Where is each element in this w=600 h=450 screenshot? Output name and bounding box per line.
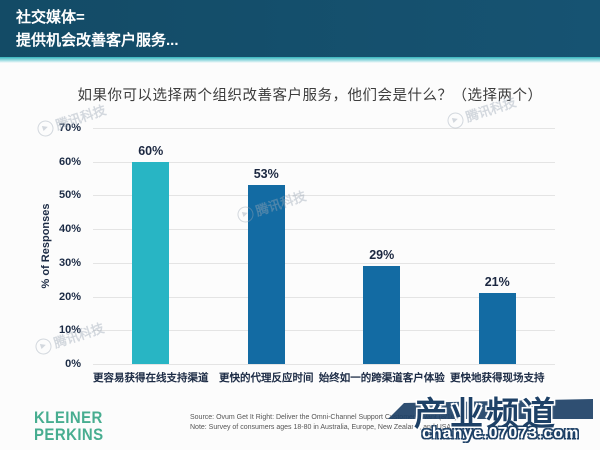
y-tick-label: 50% — [58, 189, 81, 202]
gridline — [93, 364, 555, 365]
bar-value-label: 29% — [369, 248, 395, 263]
gridline — [93, 330, 555, 332]
source-note: Source: Ovum Get It Right: Deliver the O… — [190, 413, 477, 433]
y-tick-label: 10% — [58, 324, 81, 337]
bar-1 — [132, 161, 170, 364]
gridline — [93, 195, 555, 197]
gridline — [93, 229, 555, 231]
y-tick-label: 40% — [58, 223, 81, 236]
header-accent-stripe — [0, 57, 600, 63]
x-category-label: 始终如一的跨渠道客户体验 — [318, 372, 445, 384]
y-tick-label: 20% — [58, 290, 81, 303]
gridline — [93, 262, 555, 264]
plot-area: 0% 10% 20% 30% 40% 50% 60% 70% 60% 53% 29% 21% — [59, 122, 555, 370]
gridline — [93, 161, 555, 163]
y-tick-label: 60% — [58, 155, 81, 168]
header-title: 社交媒体= 提供机会改善客户服务... — [16, 7, 179, 52]
y-tick-label: 30% — [58, 256, 81, 269]
y-tick-label: 0% — [65, 358, 81, 370]
gridline — [93, 296, 555, 298]
x-category-label: 更快的代理反应时间 — [219, 372, 314, 384]
chart-title: 如果你可以选择两个组织改善客户服务，他们会是什么？（选择两个） — [77, 88, 543, 104]
x-category-label: 更快地获得现场支持 — [450, 372, 545, 384]
header-title-line2: 提供机会改善客户服务... — [16, 31, 179, 49]
bar-3 — [363, 266, 401, 364]
logo-line1: KLEINER — [34, 408, 103, 427]
note-line: Note: Survey of consumers ages 18-80 in … — [190, 423, 477, 431]
source-line: Source: Ovum Get It Right: Deliver the O… — [190, 414, 458, 421]
header-title-line1: 社交媒体= — [16, 9, 85, 26]
bar-4 — [478, 293, 516, 364]
kleiner-perkins-logo: KLEINER PERKINS — [34, 409, 104, 444]
bar-value-label: 53% — [253, 167, 279, 182]
bar-value-label: 60% — [138, 143, 164, 158]
header-band: 社交媒体= 提供机会改善客户服务... — [0, 0, 600, 57]
logo-line2: PERKINS — [34, 425, 104, 445]
bar-2 — [247, 185, 285, 364]
bar-value-label: 21% — [484, 275, 510, 290]
play-circle-icon: ▶ — [33, 335, 54, 357]
gridline — [93, 128, 555, 129]
x-category-label: 更容易获得在线支持渠道 — [93, 372, 209, 384]
y-axis-label: % of Responses — [40, 203, 52, 289]
y-tick-label: 70% — [58, 122, 81, 134]
